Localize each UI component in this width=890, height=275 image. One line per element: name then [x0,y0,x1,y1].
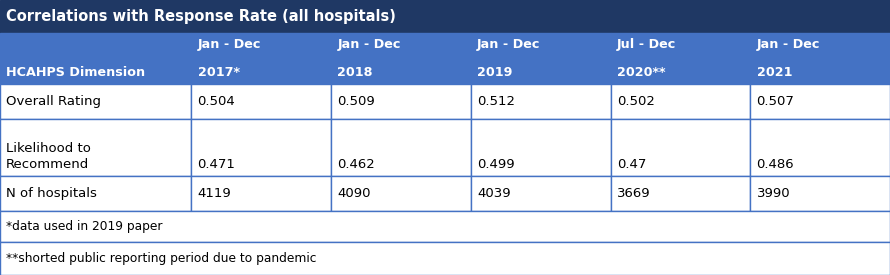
Text: 2021: 2021 [756,66,792,79]
Text: 0.504: 0.504 [198,95,235,108]
Bar [471,84,611,119]
Bar [0,0,890,33]
Bar [331,119,471,176]
Text: Jan - Dec: Jan - Dec [477,38,540,51]
Bar [191,84,331,119]
Bar [471,176,611,211]
Text: 2019: 2019 [477,66,513,79]
Bar [611,84,750,119]
Text: 3990: 3990 [756,187,790,200]
Text: Jan - Dec: Jan - Dec [756,38,820,51]
Bar [611,33,750,84]
Bar [611,176,750,211]
Text: 4039: 4039 [477,187,511,200]
Text: 0.512: 0.512 [477,95,515,108]
Bar [0,119,191,176]
Text: HCAHPS Dimension: HCAHPS Dimension [6,66,145,79]
Text: 2018: 2018 [337,66,373,79]
Text: Jan - Dec: Jan - Dec [198,38,261,51]
Bar [471,33,611,84]
Text: 2020**: 2020** [617,66,665,79]
Bar [750,84,890,119]
Text: Likelihood to
Recommend: Likelihood to Recommend [6,142,91,170]
Text: Jan - Dec: Jan - Dec [337,38,400,51]
Text: 3669: 3669 [617,187,651,200]
Bar [611,119,750,176]
Text: Correlations with Response Rate (all hospitals): Correlations with Response Rate (all hos… [6,9,396,24]
Text: 0.47: 0.47 [617,158,646,170]
Text: 0.471: 0.471 [198,158,236,170]
Text: Overall Rating: Overall Rating [6,95,101,108]
Text: 2017*: 2017* [198,66,239,79]
Bar [0,242,890,275]
Bar [331,33,471,84]
Bar [191,176,331,211]
Bar [0,33,191,84]
Text: 0.486: 0.486 [756,158,794,170]
Text: 0.499: 0.499 [477,158,514,170]
Bar [191,119,331,176]
Bar [471,119,611,176]
Text: 0.509: 0.509 [337,95,375,108]
Text: **shorted public reporting period due to pandemic: **shorted public reporting period due to… [6,252,317,265]
Bar [0,84,191,119]
Bar [750,33,890,84]
Text: N of hospitals: N of hospitals [6,187,97,200]
Bar [0,211,890,242]
Bar [0,176,191,211]
Text: 0.507: 0.507 [756,95,795,108]
Text: 0.462: 0.462 [337,158,375,170]
Bar [331,84,471,119]
Text: 4090: 4090 [337,187,371,200]
Text: 0.502: 0.502 [617,95,655,108]
Bar [331,176,471,211]
Text: 4119: 4119 [198,187,231,200]
Text: Jul - Dec: Jul - Dec [617,38,676,51]
Bar [750,119,890,176]
Bar [750,176,890,211]
Text: *data used in 2019 paper: *data used in 2019 paper [6,220,163,233]
Bar [191,33,331,84]
